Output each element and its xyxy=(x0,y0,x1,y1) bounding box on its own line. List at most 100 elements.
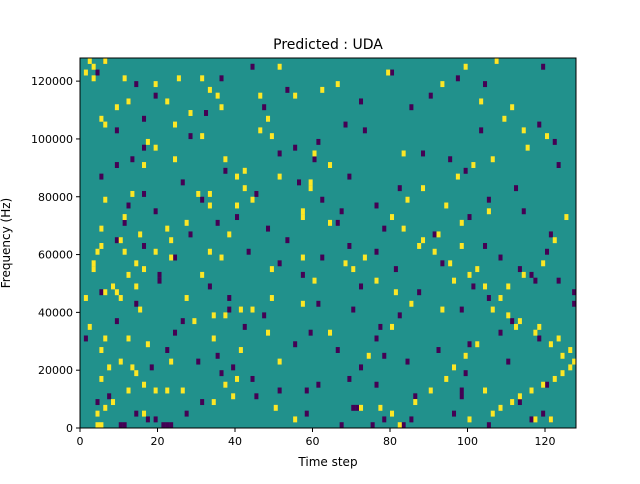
heatmap-cell-class-0 xyxy=(413,393,418,400)
heatmap-cell-class-0 xyxy=(118,422,123,429)
heatmap-cell-class-2 xyxy=(459,243,464,249)
heatmap-cell-class-0 xyxy=(180,318,185,325)
heatmap-cell-class-2 xyxy=(455,173,460,180)
heatmap-cell-class-2 xyxy=(421,237,426,244)
heatmap-cell-class-0 xyxy=(409,104,414,111)
heatmap-cell-class-2 xyxy=(564,214,569,221)
heatmap-cell-class-0 xyxy=(277,387,282,394)
heatmap-cell-class-0 xyxy=(359,98,364,105)
heatmap-cell-class-2 xyxy=(153,144,158,151)
heatmap-cell-class-0 xyxy=(200,399,205,406)
heatmap-cell-class-2 xyxy=(308,179,313,186)
heatmap-cell-class-2 xyxy=(165,225,170,232)
heatmap-cell-class-2 xyxy=(180,387,185,394)
heatmap-cell-class-2 xyxy=(91,266,96,273)
heatmap-cell-class-2 xyxy=(122,214,127,221)
heatmap-cell-class-2 xyxy=(328,219,333,226)
heatmap-cell-class-0 xyxy=(486,196,491,203)
heatmap-cell-class-0 xyxy=(130,156,135,163)
heatmap-cell-class-2 xyxy=(134,370,139,377)
heatmap-cell-class-2 xyxy=(428,387,433,394)
y-tick-label: 120000 xyxy=(31,75,73,88)
heatmap-cell-class-0 xyxy=(463,167,468,174)
heatmap-cell-class-2 xyxy=(475,266,480,273)
heatmap-cell-class-0 xyxy=(227,306,232,313)
heatmap-cell-class-2 xyxy=(103,58,108,64)
heatmap-cell-class-2 xyxy=(393,289,398,296)
heatmap-cell-class-2 xyxy=(207,248,212,255)
heatmap-cell-class-2 xyxy=(517,393,522,400)
heatmap-cell-class-0 xyxy=(421,150,426,157)
heatmap-cell-class-2 xyxy=(525,144,530,151)
heatmap-cell-class-0 xyxy=(142,190,147,197)
heatmap-cell-class-0 xyxy=(572,289,577,296)
heatmap-cell-class-2 xyxy=(378,404,383,411)
heatmap-cell-class-0 xyxy=(188,133,193,140)
heatmap-cell-class-2 xyxy=(277,173,282,180)
heatmap-cell-class-0 xyxy=(355,404,360,411)
heatmap-cell-class-0 xyxy=(285,237,290,244)
heatmap-cell-class-2 xyxy=(219,254,224,261)
heatmap-cell-class-2 xyxy=(95,248,100,255)
heatmap-cell-class-2 xyxy=(374,277,379,284)
heatmap-cell-class-0 xyxy=(262,312,267,319)
heatmap-cell-class-2 xyxy=(529,387,534,394)
heatmap-cell-class-2 xyxy=(386,69,391,76)
heatmap-cell-class-2 xyxy=(165,387,170,394)
heatmap-cell-class-0 xyxy=(382,416,387,423)
heatmap-cell-class-0 xyxy=(316,138,321,145)
heatmap-cell-class-2 xyxy=(126,271,131,278)
heatmap-cell-class-2 xyxy=(440,306,445,313)
heatmap-cell-class-2 xyxy=(142,410,147,417)
heatmap-cell-class-2 xyxy=(448,260,453,267)
heatmap-cell-class-2 xyxy=(475,341,480,348)
x-tick-label: 120 xyxy=(535,435,556,448)
heatmap-cell-class-2 xyxy=(173,121,178,128)
heatmap-cell-class-0 xyxy=(498,329,503,336)
heatmap-cell-class-0 xyxy=(521,208,526,215)
heatmap-cell-class-0 xyxy=(362,127,367,134)
heatmap-cell-class-0 xyxy=(142,243,147,249)
heatmap-cell-class-0 xyxy=(537,121,542,128)
heatmap-cell-class-0 xyxy=(479,127,484,134)
heatmap-cell-class-0 xyxy=(432,231,437,238)
heatmap-cell-class-2 xyxy=(235,375,240,382)
heatmap-cell-class-2 xyxy=(258,127,263,134)
heatmap-cell-class-0 xyxy=(409,416,414,423)
heatmap-cell-class-0 xyxy=(231,364,236,371)
heatmap-cell-class-2 xyxy=(111,283,116,290)
heatmap-cell-class-2 xyxy=(293,92,298,99)
heatmap-cell-class-0 xyxy=(316,381,321,388)
heatmap-cell-class-0 xyxy=(235,214,240,221)
heatmap-cell-class-0 xyxy=(572,300,577,307)
heatmap-cell-class-2 xyxy=(300,214,305,221)
x-tick-label: 100 xyxy=(457,435,478,448)
x-axis-ticks: 0 20 40 60 80 100 120 xyxy=(77,428,556,448)
heatmap-cell-class-2 xyxy=(242,185,247,192)
heatmap-cell-class-2 xyxy=(556,335,561,342)
heatmap-cell-class-0 xyxy=(483,243,488,249)
heatmap-cell-class-2 xyxy=(211,312,216,319)
heatmap-cell-class-0 xyxy=(455,75,460,82)
heatmap-cell-class-2 xyxy=(417,243,422,249)
heatmap-cell-class-2 xyxy=(471,162,476,168)
heatmap-cell-class-2 xyxy=(99,347,104,353)
heatmap-cell-class-0 xyxy=(293,341,298,348)
heatmap-cell-class-0 xyxy=(114,237,119,244)
heatmap-cell-class-0 xyxy=(370,422,375,429)
chart-title: Predicted : UDA xyxy=(273,37,383,53)
heatmap-cell-class-0 xyxy=(335,219,340,226)
heatmap-cell-class-0 xyxy=(529,416,534,423)
heatmap-cell-class-2 xyxy=(87,58,92,64)
heatmap-cell-class-2 xyxy=(444,375,449,382)
heatmap-cell-class-0 xyxy=(293,144,298,151)
heatmap-cell-class-2 xyxy=(238,347,243,353)
heatmap-cell-class-2 xyxy=(184,219,189,226)
heatmap-cell-class-2 xyxy=(223,156,228,163)
heatmap-cell-class-2 xyxy=(537,323,542,330)
heatmap-cell-class-2 xyxy=(238,306,243,313)
heatmap-cell-class-2 xyxy=(138,306,143,313)
heatmap-cell-class-2 xyxy=(560,352,565,359)
heatmap-cell-class-2 xyxy=(494,58,499,64)
